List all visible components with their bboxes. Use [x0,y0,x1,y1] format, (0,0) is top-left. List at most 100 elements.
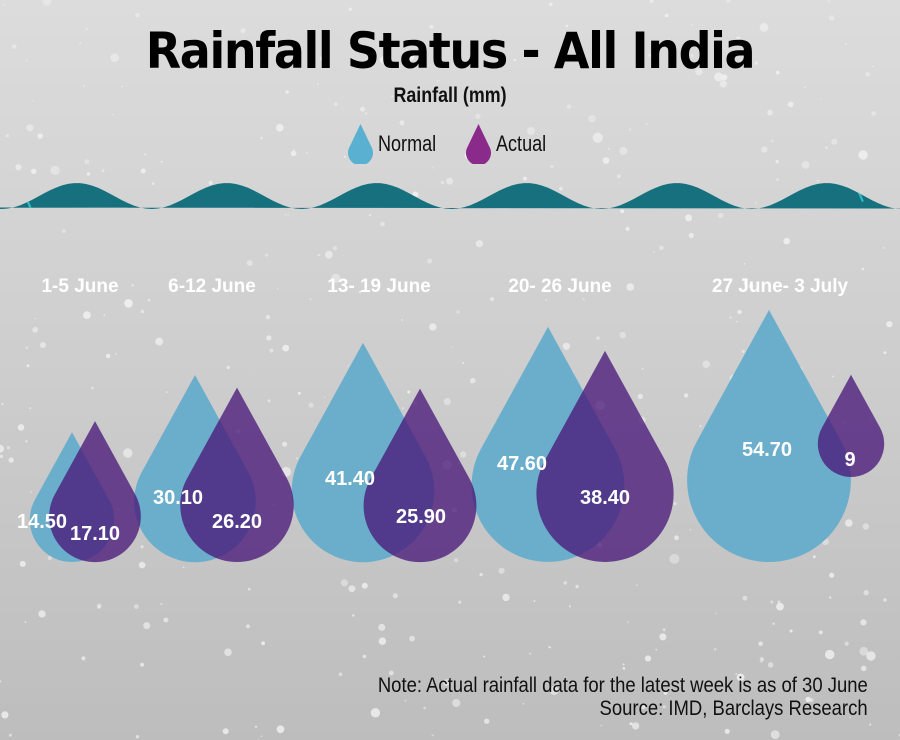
water-droplet [166,391,168,393]
water-droplet [853,705,855,708]
water-droplet [568,605,572,608]
water-droplet [866,651,876,661]
water-droplet [695,67,703,76]
rain-streak [0,183,18,209]
water-droplet [282,344,290,352]
water-droplet [37,133,43,139]
water-droplet [636,584,638,586]
water-droplet [748,283,754,289]
water-droplet [719,80,727,88]
normal-value-label: 30.10 [153,487,203,509]
rain-streak [0,587,11,688]
water-droplet [140,545,144,549]
water-droplet [124,299,133,308]
water-droplet [783,237,790,245]
water-droplet [86,172,91,176]
water-droplet [131,283,135,287]
water-droplet [475,113,481,120]
water-droplet [690,54,694,58]
water-droplet [30,490,32,493]
normal-value-label: 41.40 [325,468,375,490]
water-droplet [140,662,145,667]
water-droplet [82,84,85,87]
water-droplet [31,168,37,174]
water-droplet [479,573,483,577]
water-droplet [831,138,838,145]
water-droplet [276,288,279,290]
water-droplet [596,336,600,340]
water-droplet [761,146,768,153]
water-droplet [691,23,694,26]
water-droplet [549,646,552,649]
rain-streak [25,411,36,437]
water-droplet [378,623,386,631]
rain-streak [464,541,480,578]
rain-streak [182,597,206,655]
water-droplet [91,386,94,390]
water-droplet [155,337,164,346]
water-droplet [736,36,741,41]
water-droplet [498,58,503,63]
water-droplet [529,652,532,655]
water-droplet [649,0,654,4]
water-droplet [446,177,454,185]
water-droplet [135,735,140,739]
water-droplet [308,402,314,408]
water-droplet [755,201,758,204]
water-droplet [115,353,117,355]
water-droplet [871,111,877,116]
water-droplet [626,621,629,623]
water-droplet [602,157,610,164]
water-droplet [260,136,263,140]
rain-streak [655,252,711,384]
water-droplet [759,657,765,662]
water-droplet [804,86,806,89]
rain-streak [894,392,900,449]
legend-label-normal: Normal [378,131,437,156]
water-droplet [713,648,717,651]
water-droplet [440,180,445,185]
water-droplet [770,730,780,739]
water-droplet [34,317,37,320]
water-droplet [626,283,635,291]
water-droplet [582,298,585,301]
water-droplet [592,132,603,143]
drop-icon-normal [348,124,373,164]
water-droplet [470,381,473,384]
water-droplet [820,98,822,100]
water-droplet [79,42,82,45]
water-droplet [801,161,810,169]
rain-streak [884,354,900,456]
water-droplet [655,648,658,651]
water-droplet [6,446,11,450]
water-droplet [429,24,434,29]
water-droplet [264,63,267,66]
water-droplet [358,290,362,293]
water-droplet [607,147,610,150]
legend-item-normal: Normal [347,124,449,164]
water-droplet [182,566,185,569]
water-droplet [726,0,731,3]
water-droplet [265,253,269,257]
water-droplet [641,367,644,370]
water-droplet [631,722,640,730]
water-droplet [817,179,819,182]
water-droplet [343,155,346,158]
water-droplet [348,585,356,593]
water-droplet [767,109,773,116]
water-droplet [163,617,169,623]
water-droplet [332,246,338,251]
water-droplet [484,718,490,724]
actual-drop [363,388,477,563]
water-droplet [832,375,834,378]
water-droplet [619,146,628,155]
water-droplet [759,23,769,32]
water-droplet [378,637,387,645]
water-droplet [296,457,299,460]
category-label: 1-5 June [41,276,118,297]
water-droplet [83,311,91,319]
water-droplet [865,72,870,77]
water-droplet [451,346,454,349]
water-droplet [293,148,296,151]
rain-streak [882,344,900,470]
